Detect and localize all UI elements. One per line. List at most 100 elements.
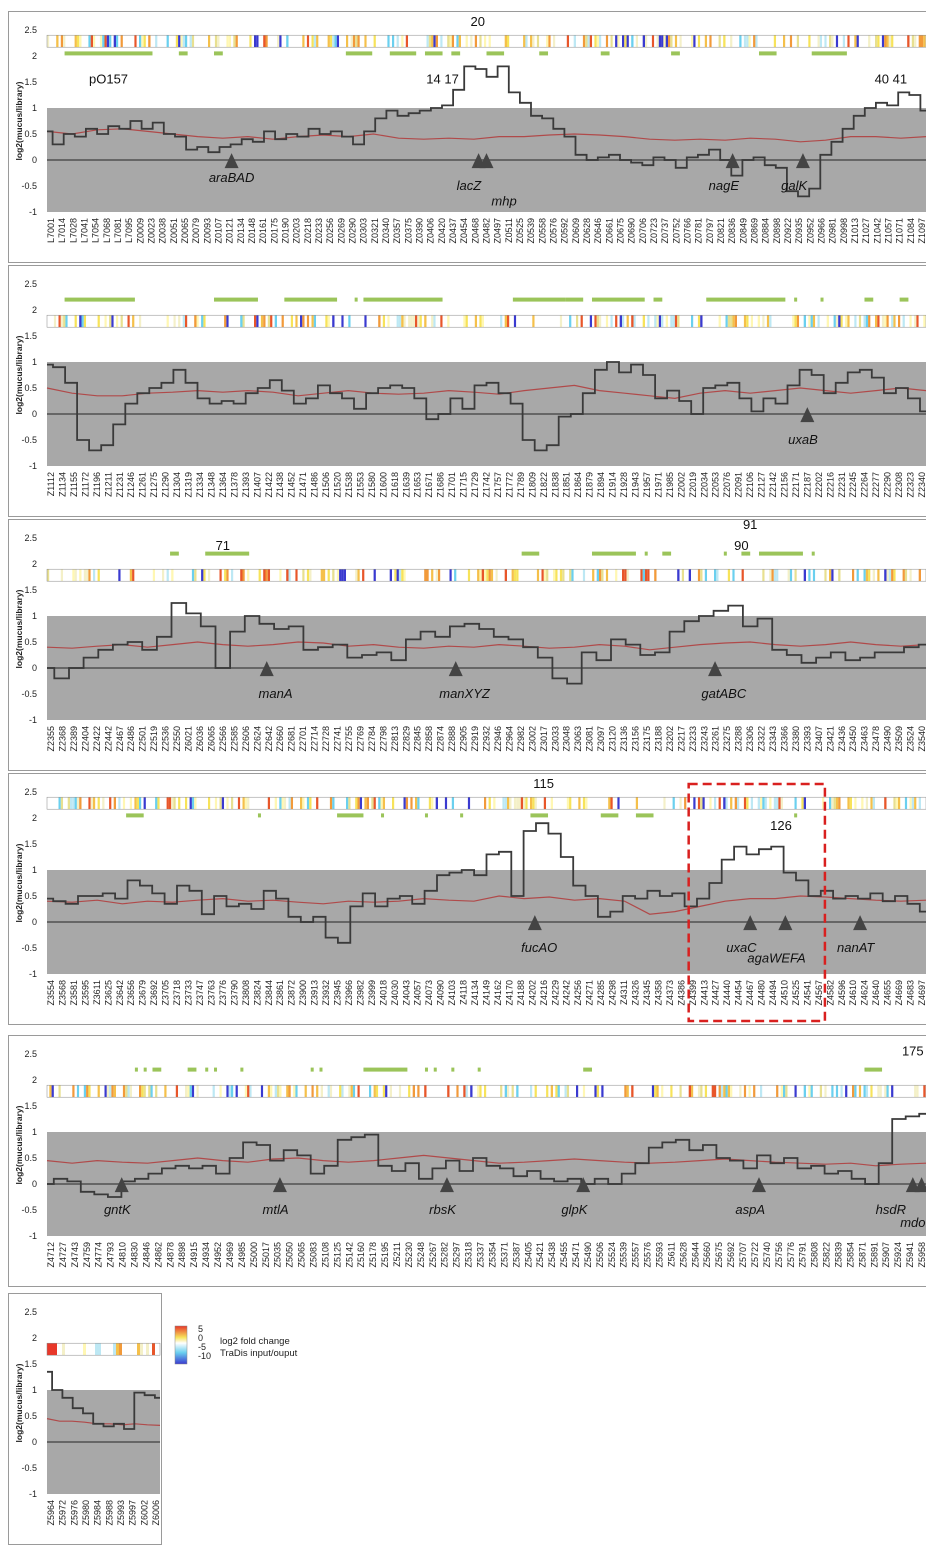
mucus-bar [424, 813, 428, 818]
heat-cell [585, 35, 588, 48]
x-tick-label: Z0821 [716, 218, 726, 244]
heat-cell [672, 35, 675, 48]
heat-cell [101, 1343, 104, 1356]
heat-cell [191, 1085, 195, 1098]
heat-cell [109, 315, 112, 328]
mucus-bar [811, 51, 847, 56]
mucus-bar [451, 1067, 455, 1072]
heat-cell [923, 797, 926, 810]
y-tick-label: -1 [29, 1489, 37, 1499]
heat-cell [194, 35, 197, 48]
mucus-bar [565, 297, 584, 302]
heat-cell [401, 797, 404, 810]
heat-cell [858, 797, 862, 810]
heat-cell [760, 797, 763, 810]
heat-cell [150, 35, 153, 48]
heat-cell [509, 1085, 512, 1098]
heat-cell [421, 35, 425, 48]
x-tick-label: Z1084 [906, 218, 916, 244]
heat-cell [93, 1085, 96, 1098]
heat-cell [362, 797, 365, 810]
heat-cell [132, 1085, 135, 1098]
x-tick-label: L7014 [57, 218, 67, 243]
heat-cell [796, 569, 800, 582]
x-tick-label: Z2681 [287, 726, 297, 752]
heat-cell [633, 569, 636, 582]
heat-cell [293, 797, 296, 810]
heat-cell [152, 569, 156, 582]
heat-cell [272, 315, 275, 328]
heat-cell [550, 315, 553, 328]
heat-cell [757, 35, 760, 48]
heat-cell [81, 315, 84, 328]
heat-cell [525, 1085, 528, 1098]
heat-cell [401, 35, 404, 48]
x-tick-label: Z4697 [917, 980, 926, 1006]
x-tick-label: Z1422 [264, 472, 274, 498]
heat-cell [587, 569, 590, 582]
x-tick-label: Z3436 [837, 726, 847, 752]
heat-cell [119, 1343, 122, 1356]
heat-cell [817, 569, 820, 582]
x-tick-label: Z1013 [850, 218, 860, 244]
heat-cell [891, 35, 894, 48]
heat-cell [578, 569, 581, 582]
heat-cell [295, 569, 298, 582]
heat-cell [868, 35, 871, 48]
y-tick-label: -0.5 [21, 1463, 37, 1473]
heat-cell [300, 315, 303, 328]
x-tick-label: Z3595 [80, 980, 90, 1006]
heat-cell [118, 315, 121, 328]
heat-cell [295, 35, 298, 48]
heat-cell [76, 797, 80, 810]
heat-cell [329, 35, 333, 48]
heat-cell [624, 569, 627, 582]
heat-cell [148, 797, 151, 810]
heat-cell [270, 797, 273, 810]
heat-cell [320, 35, 323, 48]
x-tick-label: Z3421 [825, 726, 835, 752]
heat-cell [139, 1085, 142, 1098]
heat-cell [474, 1085, 478, 1098]
heat-cell [564, 1085, 567, 1098]
x-tick-label: Z0375 [403, 218, 413, 244]
heat-cell [228, 797, 231, 810]
heat-cell [716, 797, 719, 810]
heat-cell [251, 797, 254, 810]
heat-cell [587, 315, 590, 328]
heat-cell [826, 315, 829, 328]
heat-cell [585, 569, 588, 582]
heat-cell [277, 315, 280, 328]
heat-cell [661, 797, 664, 810]
heat-cell [507, 797, 510, 810]
heat-cell [734, 569, 737, 582]
heat-cell [631, 1085, 634, 1098]
heat-cell [148, 1085, 151, 1098]
heat-cell [332, 797, 335, 810]
heat-cell [815, 315, 818, 328]
heat-cell [649, 315, 652, 328]
heat-cell [608, 1085, 611, 1098]
heat-cell [822, 35, 825, 48]
heat-cell [863, 1085, 866, 1098]
gene-marker-triangle [914, 1177, 926, 1193]
heat-cell [79, 1085, 82, 1098]
heat-cell [835, 797, 839, 810]
x-tick-label: Z5524 [607, 1242, 617, 1268]
y-tick-label: 1 [32, 1127, 37, 1137]
heat-cell [854, 1085, 857, 1098]
x-tick-label: Z0558 [537, 218, 547, 244]
heat-cell [709, 35, 712, 48]
heat-cell [539, 35, 542, 48]
heat-cell [668, 315, 671, 328]
heat-cell [327, 569, 330, 582]
x-tick-label: Z3611 [92, 980, 102, 1005]
heat-cell [674, 1085, 678, 1098]
heat-cell [536, 797, 540, 810]
heat-cell [704, 569, 708, 582]
heat-cell [205, 1085, 208, 1098]
heat-cell [776, 315, 779, 328]
x-tick-label: Z0161 [258, 218, 268, 244]
heat-cell [484, 315, 487, 328]
heat-cell [258, 797, 261, 810]
